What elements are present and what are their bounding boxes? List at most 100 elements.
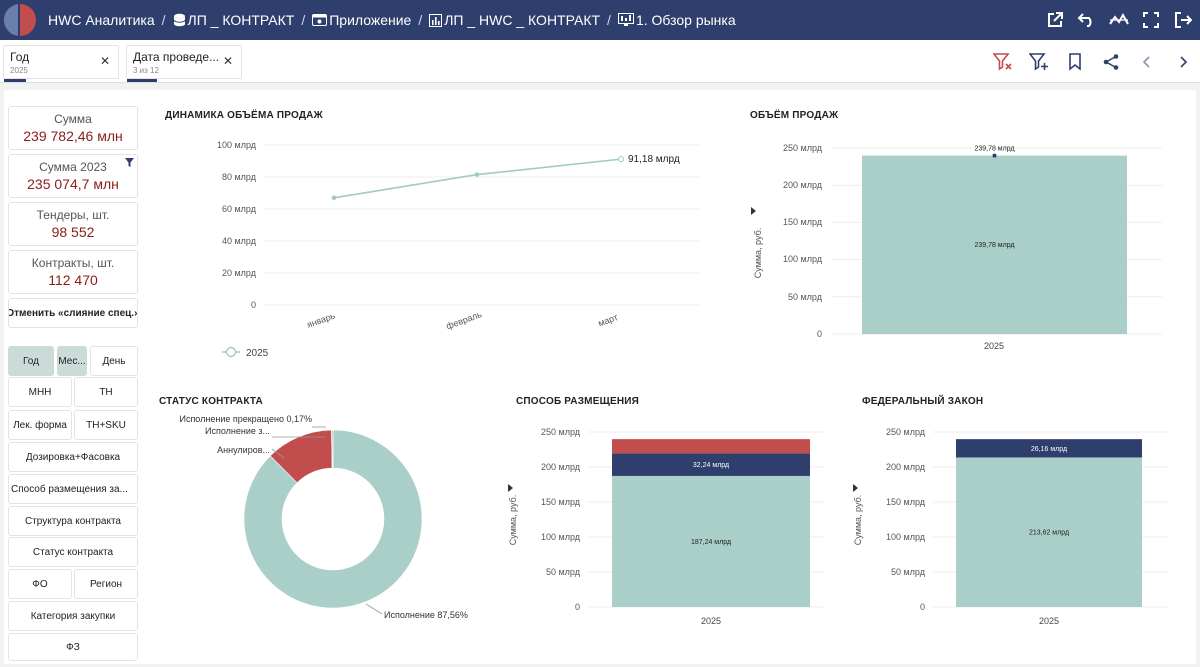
data-point[interactable]: [475, 173, 479, 177]
bar-segment-red[interactable]: [612, 439, 810, 453]
logout-icon[interactable]: [1172, 9, 1194, 31]
kpi-sidebar: Сумма 239 782,46 млн Сумма 2023 235 074,…: [8, 106, 138, 298]
cancel-merge-button[interactable]: Отменить «слияние спец.»: [8, 298, 138, 328]
fo-button[interactable]: ФО: [8, 569, 72, 599]
region-button[interactable]: Регион: [74, 569, 138, 599]
breadcrumb-item-app[interactable]: Приложение: [312, 12, 411, 28]
legend-label: 2025: [246, 348, 269, 359]
kpi-value: 235 074,7 млн: [9, 176, 137, 192]
lek-form-button[interactable]: Лек. форма: [8, 410, 72, 440]
kpi-sum[interactable]: Сумма 239 782,46 млн: [8, 106, 138, 150]
kpi-label: Тендеры, шт.: [9, 208, 137, 222]
kpi-sum-2023[interactable]: Сумма 2023 235 074,7 млн: [8, 154, 138, 198]
dosage-button[interactable]: Дозировка+Фасовка: [8, 442, 138, 472]
mnn-button[interactable]: МНН: [8, 377, 72, 407]
close-icon[interactable]: ✕: [223, 54, 233, 68]
day-button[interactable]: День: [90, 346, 138, 376]
y-tick-label: 100 млрд: [217, 140, 257, 150]
federal-law-stacked-chart[interactable]: Сумма, руб. 0 50 млрд 100 млрд 150 млрд …: [849, 420, 1189, 630]
bookmark-icon[interactable]: [1064, 51, 1086, 73]
top-bar: HWC Аналитика / ЛП _ КОНТРАКТ / Приложен…: [0, 0, 1200, 40]
data-point[interactable]: [619, 157, 624, 162]
bar-value-label: 239,78 млрд: [974, 242, 1014, 249]
x-tick-label: февраль: [445, 309, 484, 331]
kpi-value: 98 552: [9, 224, 137, 240]
status-donut-chart[interactable]: Исполнение прекращено 0,17% Исполнение з…: [154, 410, 504, 660]
dynamics-line-chart[interactable]: 0 20 млрд 40 млрд 60 млрд 80 млрд 100 мл…: [154, 135, 714, 365]
fullscreen-icon[interactable]: [1140, 9, 1162, 31]
purchase-category-button[interactable]: Категория закупки: [8, 601, 138, 631]
clear-filters-icon[interactable]: [992, 51, 1014, 73]
breadcrumb-item-market-overview[interactable]: 1. Обзор рынка: [618, 12, 736, 28]
kpi-tenders[interactable]: Тендеры, шт. 98 552: [8, 202, 138, 246]
database-icon: [173, 13, 186, 27]
y-tick-label: 60 млрд: [222, 204, 257, 214]
collapse-axis-icon[interactable]: [853, 484, 858, 492]
fz-button[interactable]: ФЗ: [8, 633, 138, 661]
y-tick-label: 80 млрд: [222, 172, 257, 182]
app-logo-icon[interactable]: [0, 0, 40, 40]
trend-icon[interactable]: [1108, 9, 1130, 31]
x-tick-label: 2025: [1039, 616, 1059, 626]
kpi-contracts[interactable]: Контракты, шт. 112 470: [8, 250, 138, 294]
y-tick-label: 100 млрд: [541, 532, 581, 542]
open-external-icon[interactable]: [1044, 9, 1066, 31]
close-icon[interactable]: ✕: [100, 54, 110, 68]
share-icon[interactable]: [1100, 51, 1122, 73]
y-tick-label: 150 млрд: [783, 217, 823, 227]
chevron-right-icon[interactable]: [1172, 51, 1194, 73]
slice-label-stopped: Исполнение прекращено 0,17%: [179, 414, 312, 424]
bar-top-label: 239,78 млрд: [974, 146, 1014, 153]
filter-chip-year[interactable]: Год 2025 ✕: [3, 45, 119, 79]
slice-stopped[interactable]: [332, 430, 333, 468]
breadcrumb-item-hwc[interactable]: HWC Аналитика: [48, 12, 155, 28]
placement-method-button[interactable]: Способ размещения за...: [8, 474, 138, 504]
y-tick-label: 200 млрд: [783, 180, 823, 190]
kpi-label: Сумма: [9, 112, 137, 126]
collapse-axis-icon[interactable]: [508, 484, 513, 492]
volume-bar-chart[interactable]: Сумма, руб. 0 50 млрд 100 млрд 150 млрд …: [744, 135, 1184, 365]
legend[interactable]: 2025: [222, 348, 269, 360]
breadcrumb-item-hwc-contract[interactable]: ЛП _ HWC _ КОНТРАКТ: [429, 12, 600, 28]
legend-marker: [227, 348, 236, 357]
collapse-axis-icon[interactable]: [751, 207, 756, 215]
monitor-icon: [618, 13, 634, 27]
contract-structure-button[interactable]: Структура контракта: [8, 506, 138, 536]
y-tick-label: 200 млрд: [541, 462, 581, 472]
data-point[interactable]: [332, 196, 336, 200]
y-axis-label: Сумма, руб.: [753, 228, 763, 278]
chevron-left-icon[interactable]: [1136, 51, 1158, 73]
y-tick-label: 150 млрд: [541, 497, 581, 507]
filter-chip-value: 2025: [10, 66, 112, 75]
breadcrumb-item-lp-contract[interactable]: ЛП _ КОНТРАКТ: [173, 12, 295, 28]
contract-status-button[interactable]: Статус контракта: [8, 537, 138, 567]
filter-chip-date[interactable]: Дата проведе... 3 из 12 ✕: [126, 45, 242, 79]
x-tick-label: март: [597, 312, 619, 328]
year-button[interactable]: Год: [8, 346, 54, 376]
undo-icon[interactable]: [1076, 9, 1098, 31]
y-tick-label: 50 млрд: [891, 567, 926, 577]
tn-sku-button[interactable]: ТН+SKU: [74, 410, 138, 440]
filter-icon: [125, 158, 134, 167]
y-tick-label: 100 млрд: [783, 254, 823, 264]
y-tick-label: 0: [575, 602, 580, 612]
filter-chip-progress: [127, 79, 157, 82]
month-button[interactable]: Мес...: [57, 346, 87, 376]
y-axis-label: Сумма, руб.: [508, 495, 518, 545]
filter-bar: Год 2025 ✕ Дата проведе... 3 из 12 ✕: [0, 40, 1200, 83]
add-filter-icon[interactable]: [1028, 51, 1050, 73]
kpi-label: Контракты, шт.: [9, 256, 137, 270]
slice-label-exec-z: Исполнение з...: [205, 426, 270, 436]
tn-button[interactable]: ТН: [74, 377, 138, 407]
filter-chip-title: Год: [10, 50, 112, 64]
sheet-content: Сумма 239 782,46 млн Сумма 2023 235 074,…: [4, 90, 1196, 664]
x-tick-label: январь: [306, 310, 337, 329]
segment-label-navy: 26,16 млрд: [1031, 446, 1067, 453]
series-line-2025[interactable]: [334, 159, 621, 198]
segment-label-navy: 32,24 млрд: [693, 462, 729, 469]
kpi-value: 112 470: [9, 272, 137, 288]
y-tick-label: 50 млрд: [788, 292, 823, 302]
filter-chip-progress: [4, 79, 26, 82]
placement-stacked-chart[interactable]: Сумма, руб. 0 50 млрд 100 млрд 150 млрд …: [504, 420, 834, 630]
slice-label-annul: Аннулиров...: [217, 445, 270, 455]
